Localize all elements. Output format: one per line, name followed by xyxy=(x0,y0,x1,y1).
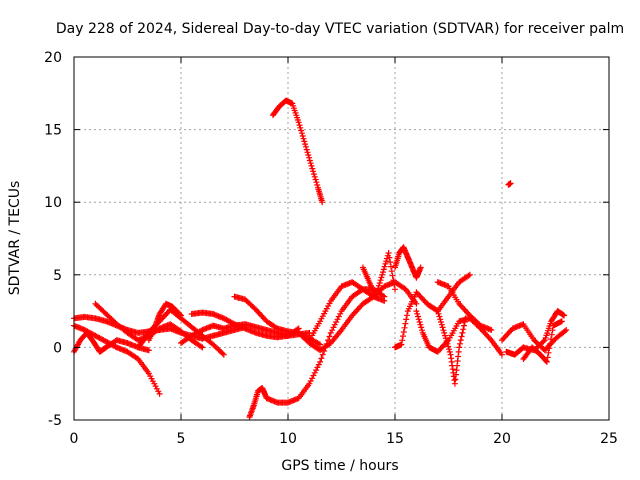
y-tick-label: 0 xyxy=(53,340,62,356)
x-tick-label: 10 xyxy=(279,431,297,447)
y-tick-label: 10 xyxy=(44,195,62,211)
data-point-markers xyxy=(392,244,424,281)
x-tick-label: 25 xyxy=(600,431,618,447)
series-track-f xyxy=(145,300,184,344)
x-tick-label: 20 xyxy=(493,431,511,447)
series-track-j xyxy=(246,286,388,421)
series-track-w xyxy=(520,318,565,365)
x-tick-label: 15 xyxy=(386,431,404,447)
series-track-m xyxy=(270,97,326,206)
series-track-t xyxy=(505,180,514,188)
data-point-markers xyxy=(270,97,326,206)
data-point-markers xyxy=(520,318,565,365)
x-axis-label: GPS time / hours xyxy=(281,458,398,474)
series-track-r xyxy=(424,300,469,387)
y-tick-label: 5 xyxy=(53,268,62,284)
y-tick-label: 15 xyxy=(44,123,62,139)
y-axis-label: SDTVAR / TECUs xyxy=(7,181,23,296)
data-points xyxy=(71,97,570,421)
data-point-markers xyxy=(145,300,184,344)
data-point-markers xyxy=(188,309,302,341)
data-point-markers xyxy=(505,180,514,188)
x-tick-label: 0 xyxy=(70,431,79,447)
series-track-o xyxy=(392,244,424,281)
series-track-n xyxy=(359,250,398,300)
axes: 0 5 10 15 20 25 -5 0 5 10 15 20 xyxy=(44,50,618,447)
chart-title: Day 228 of 2024, Sidereal Day-to-day VTE… xyxy=(56,21,624,37)
plot-frame xyxy=(73,56,610,421)
grid-lines xyxy=(74,57,609,420)
data-point-markers xyxy=(246,286,388,421)
data-point-markers xyxy=(359,250,398,300)
series-track-s xyxy=(434,279,495,333)
data-point-markers xyxy=(424,300,469,387)
y-tick-label: -5 xyxy=(48,413,62,429)
y-tick-label: 20 xyxy=(44,50,62,66)
data-point-markers xyxy=(434,279,495,333)
series-track-h xyxy=(188,309,302,341)
x-tick-label: 5 xyxy=(177,431,186,447)
